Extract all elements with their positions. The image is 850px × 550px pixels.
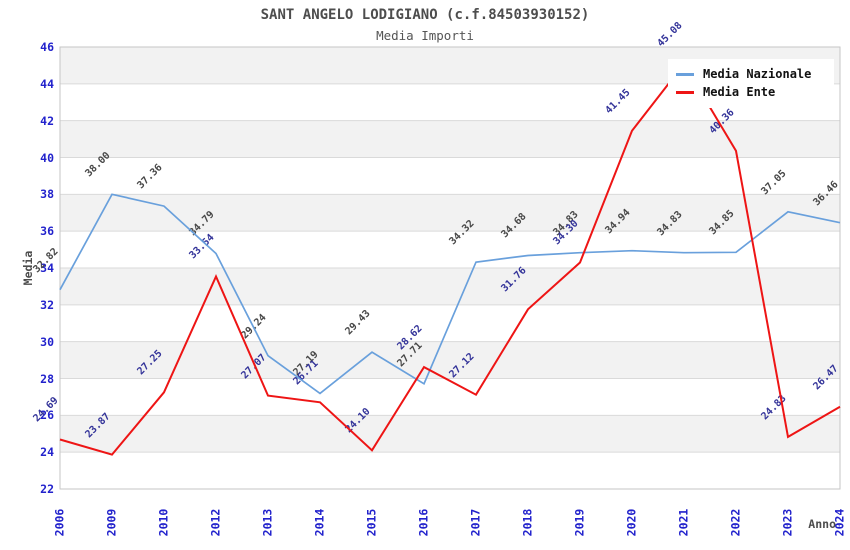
chart-subtitle: Media Importi — [376, 28, 474, 43]
y-tick-label: 36 — [40, 224, 54, 239]
y-tick-label: 24 — [40, 445, 54, 460]
chart-title: SANT ANGELO LODIGIANO (c.f.84503930152) — [260, 7, 590, 23]
y-tick-label: 22 — [40, 482, 54, 496]
y-tick-label: 44 — [40, 76, 54, 91]
y-tick-label: 40 — [40, 150, 54, 165]
y-tick-label: 30 — [40, 334, 54, 349]
y-tick-label: 32 — [40, 297, 54, 312]
x-axis-title: Anno — [808, 517, 836, 531]
y-tick-label: 42 — [40, 113, 54, 128]
y-tick-label: 28 — [40, 371, 54, 386]
legend: Media Nazionale Media Ente — [668, 59, 834, 108]
legend-swatch-media-ente — [676, 90, 694, 94]
legend-label-media-ente: Media Ente — [703, 85, 776, 99]
y-tick-label: 38 — [40, 187, 54, 202]
y-tick-label: 26 — [40, 408, 54, 423]
legend-swatch-media-nazionale — [676, 72, 694, 76]
legend-item-media-ente: Media Ente — [676, 83, 826, 101]
y-tick-label: 34 — [40, 261, 54, 275]
legend-label-media-nazionale: Media Nazionale — [703, 67, 812, 81]
legend-item-media-nazionale: Media Nazionale — [676, 65, 826, 83]
y-tick-label: 46 — [40, 40, 54, 54]
